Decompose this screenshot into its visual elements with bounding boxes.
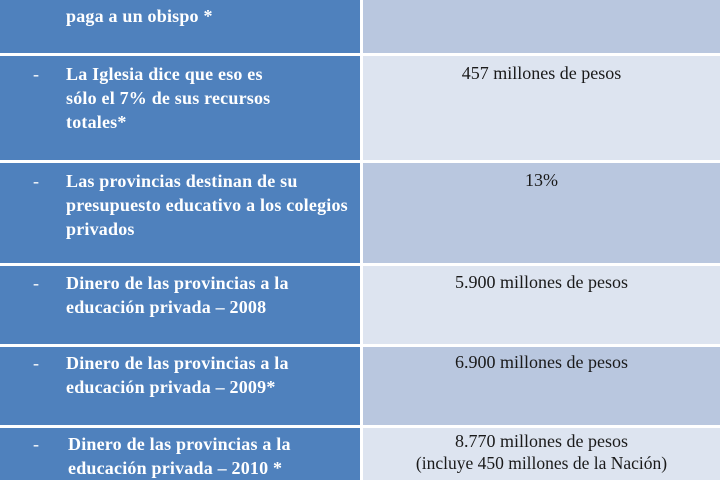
row-label-cell: - Dinero de las provincias a la educació… xyxy=(0,428,360,480)
row-value-note: (incluye 450 millones de la Nación) xyxy=(415,453,668,473)
row-label: La Iglesia dice que eso es sólo el 7% de… xyxy=(66,64,271,132)
bullet-dash: - xyxy=(33,171,39,191)
bullet-dash: - xyxy=(33,353,39,373)
row-label: Dinero de las provincias a la educación … xyxy=(68,434,291,478)
row-label: paga a un obispo * xyxy=(66,6,213,26)
table-row: paga a un obispo * xyxy=(0,0,720,53)
row-label: Dinero de las provincias a la educación … xyxy=(66,353,289,397)
row-value-cell: 8.770 millones de pesos (incluye 450 mil… xyxy=(363,428,720,480)
table-row: - Dinero de las provincias a la educació… xyxy=(0,266,720,344)
bullet-dash: - xyxy=(33,434,39,454)
row-label-cell: - Dinero de las provincias a la educació… xyxy=(0,266,360,344)
row-label-cell: - Las provincias destinan de su presupue… xyxy=(0,163,360,263)
bullet-dash: - xyxy=(33,64,39,84)
table-row: - Dinero de las provincias a la educació… xyxy=(0,428,720,480)
table-row: - Las provincias destinan de su presupue… xyxy=(0,163,720,263)
row-label-cell: paga a un obispo * xyxy=(0,0,360,53)
row-value-cell: 457 millones de pesos xyxy=(363,56,720,160)
row-label-cell: - La Iglesia dice que eso es sólo el 7% … xyxy=(0,56,360,160)
row-value: 6.900 millones de pesos xyxy=(455,352,628,372)
row-value-cell: 13% xyxy=(363,163,720,263)
table-row: - Dinero de las provincias a la educació… xyxy=(0,347,720,425)
row-label: Dinero de las provincias a la educación … xyxy=(66,273,289,317)
row-label-cell: - Dinero de las provincias a la educació… xyxy=(0,347,360,425)
bullet-dash: - xyxy=(33,273,39,293)
row-value: 457 millones de pesos xyxy=(461,63,622,83)
row-value-cell: 6.900 millones de pesos xyxy=(363,347,720,425)
row-value-cell: 5.900 millones de pesos xyxy=(363,266,720,344)
row-value: 8.770 millones de pesos xyxy=(455,431,628,451)
row-value-cell xyxy=(363,0,720,53)
row-label: Las provincias destinan de su presupuest… xyxy=(66,171,348,239)
row-value: 5.900 millones de pesos xyxy=(455,272,628,292)
row-value: 13% xyxy=(525,170,558,190)
table-row: - La Iglesia dice que eso es sólo el 7% … xyxy=(0,56,720,160)
